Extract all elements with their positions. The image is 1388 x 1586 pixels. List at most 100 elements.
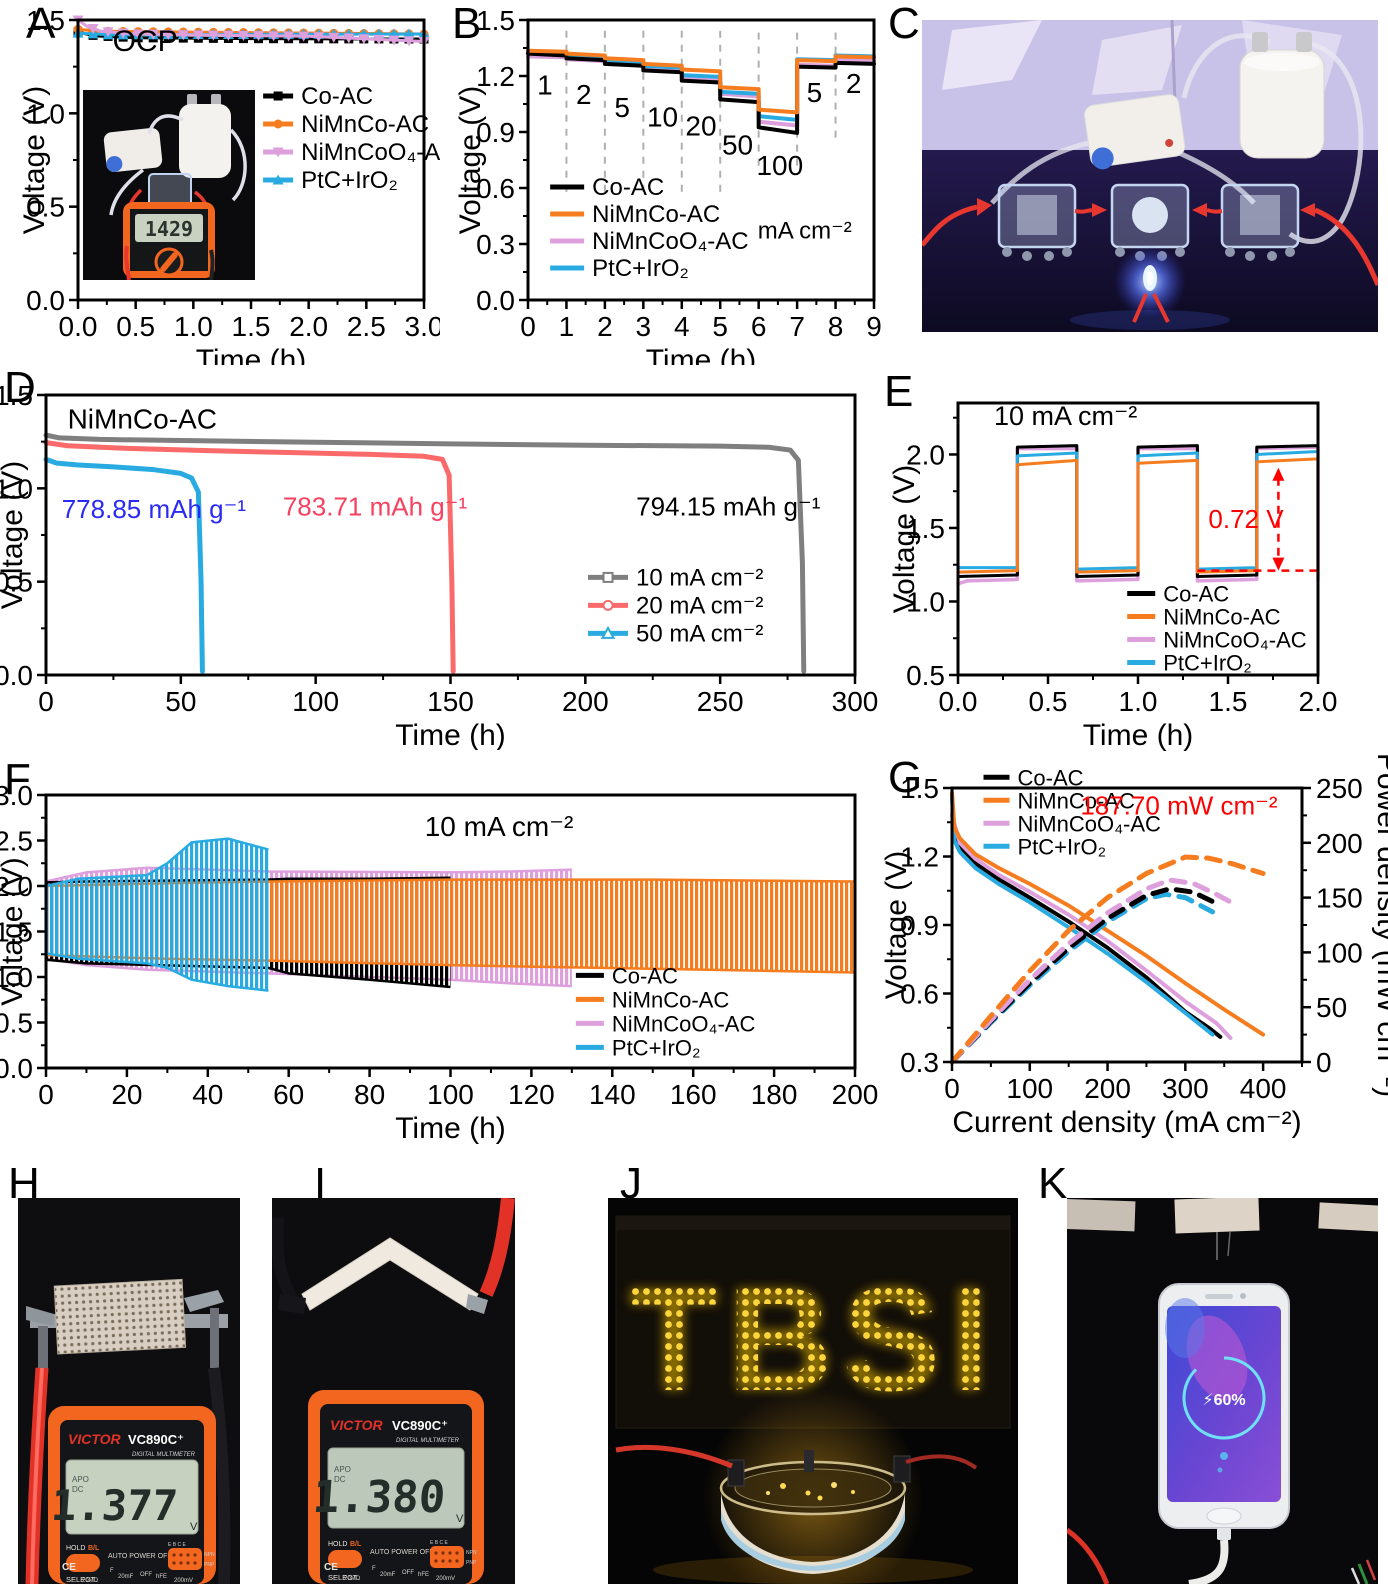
dial-20mf: 20mF xyxy=(380,1572,396,1578)
inset-lcd xyxy=(135,214,203,242)
svg-text:1.0: 1.0 xyxy=(1119,686,1158,717)
svg-text:0.0: 0.0 xyxy=(59,311,98,342)
meter-brand: VICTOR xyxy=(330,1417,384,1433)
svg-text:Voltage (V): Voltage (V) xyxy=(18,86,51,234)
red-probe-icon xyxy=(124,245,131,280)
tube-icon xyxy=(229,128,247,202)
tube-icon xyxy=(109,168,145,216)
pnp-label: PNP xyxy=(466,1560,477,1566)
led-core xyxy=(1147,271,1153,285)
red-wire-icon xyxy=(1314,207,1378,287)
svg-text:7: 7 xyxy=(789,311,805,342)
svg-text:778.85 mAh g⁻¹: 778.85 mAh g⁻¹ xyxy=(62,494,247,524)
npn-label: NPN xyxy=(204,1552,215,1558)
svg-text:Co-AC: Co-AC xyxy=(1163,582,1229,607)
bl-label: B/L xyxy=(350,1541,362,1548)
clip-icon xyxy=(278,1294,306,1314)
lcd-reading: 1.380 xyxy=(311,1472,447,1523)
red-clip-icon xyxy=(1300,203,1315,217)
cell-icon xyxy=(1220,183,1300,261)
lcd xyxy=(327,1447,465,1529)
bent-battery xyxy=(301,1237,479,1311)
cell-icon xyxy=(997,183,1077,261)
svg-text:0.5: 0.5 xyxy=(116,311,155,342)
charge-ring-icon xyxy=(1182,1356,1266,1440)
red-wire-icon xyxy=(905,1454,978,1470)
meter-model: VC890C⁺ xyxy=(392,1418,448,1433)
dial-off: OFF xyxy=(140,1572,152,1578)
red-wire-icon xyxy=(1206,208,1223,214)
svg-text:0.0: 0.0 xyxy=(26,285,65,316)
svg-text:1: 1 xyxy=(537,70,553,101)
lcd-dc: DC xyxy=(72,1485,84,1494)
svg-text:2.0: 2.0 xyxy=(906,439,945,470)
svg-text:0: 0 xyxy=(944,1073,960,1104)
select-label: SELECT xyxy=(328,1573,358,1582)
svg-text:783.71 mAh g⁻¹: 783.71 mAh g⁻¹ xyxy=(283,491,468,521)
red-probe-icon xyxy=(479,1198,515,1297)
chart-rate-steps: 0 1 2 3 4 5 6 7 8 9 0.0 0.3 0.6 0.9 1.2 1.5 Time (h) Volt… xyxy=(440,0,888,365)
transistor-socket xyxy=(430,1546,464,1568)
clip-icon xyxy=(804,1450,814,1472)
svg-text:0: 0 xyxy=(1316,1047,1332,1078)
panel-label-f: F xyxy=(4,755,31,804)
svg-text:10: 10 xyxy=(647,101,678,132)
svg-text:Current density (mA cm⁻²): Current density (mA cm⁻²) xyxy=(952,1106,1301,1139)
usb-cable xyxy=(1188,1539,1229,1584)
red-wire-icon xyxy=(1074,208,1093,214)
tbsi-scene: TBSI TBSI xyxy=(608,1198,1018,1584)
hold-label: HOLD xyxy=(66,1545,85,1552)
meter-kind: DIGITAL MULTIMETER xyxy=(396,1438,460,1444)
svg-text:Voltage (V): Voltage (V) xyxy=(888,465,921,613)
pump-icon xyxy=(103,127,163,173)
tape-band xyxy=(721,1493,905,1574)
svg-text:Time (h): Time (h) xyxy=(395,1112,506,1145)
dial-f: F xyxy=(372,1566,376,1572)
svg-text:300: 300 xyxy=(1162,1073,1209,1104)
flow-cell-photo xyxy=(922,20,1378,332)
svg-text:0.3: 0.3 xyxy=(900,1047,939,1078)
panel-label-a: A xyxy=(26,0,56,48)
svg-text:NiMnCoO₄-AC: NiMnCoO₄-AC xyxy=(1163,628,1307,653)
chart-cycling: 0 20 40 60 80 100 120 140 160 180 200 0.0 0.5 1.0 1.5 2… xyxy=(0,750,880,1160)
svg-text:80: 80 xyxy=(354,1079,385,1110)
red-clip-icon xyxy=(1092,203,1107,217)
svg-text:8: 8 xyxy=(828,311,844,342)
chart-D-svg: 0 50 100 150 200 250 300 0.0 0.5 1.0 1.5 Time (h) Vo… xyxy=(0,380,878,750)
home-button xyxy=(1206,1507,1242,1525)
dial-hfe: hFE xyxy=(156,1574,167,1580)
svg-text:140: 140 xyxy=(589,1079,636,1110)
flow-cell-scene xyxy=(922,20,1378,332)
svg-text:3: 3 xyxy=(636,311,652,342)
svg-text:1.0: 1.0 xyxy=(906,586,945,617)
svg-text:1.2: 1.2 xyxy=(476,61,515,92)
light-patch xyxy=(1092,25,1182,95)
svg-text:0: 0 xyxy=(38,1079,54,1110)
svg-text:NiMnCoO₄-AC: NiMnCoO₄-AC xyxy=(592,228,748,255)
svg-text:Time (h): Time (h) xyxy=(196,344,307,365)
svg-text:0.5: 0.5 xyxy=(1029,686,1068,717)
svg-text:PtC+IrO₂: PtC+IrO₂ xyxy=(301,167,398,194)
svg-text:0.0: 0.0 xyxy=(0,1053,33,1084)
svg-text:100: 100 xyxy=(1316,937,1363,968)
svg-text:PtC+IrO₂: PtC+IrO₂ xyxy=(1163,651,1252,676)
svg-text:250: 250 xyxy=(697,686,744,717)
reflection xyxy=(1070,310,1230,330)
bl-label: B/L xyxy=(88,1545,100,1552)
dial-200mv: 200mV xyxy=(436,1576,455,1582)
svg-text:1.0: 1.0 xyxy=(26,98,65,129)
select-button xyxy=(328,1550,362,1568)
svg-text:0.0: 0.0 xyxy=(939,686,978,717)
droplet-icon xyxy=(1220,1452,1228,1460)
red-wire-icon xyxy=(922,204,978,247)
npn-label: NPN xyxy=(466,1550,477,1556)
svg-text:NiMnCoO₄-AC: NiMnCoO₄-AC xyxy=(612,1011,756,1036)
svg-text:2.5: 2.5 xyxy=(347,311,386,342)
svg-text:200: 200 xyxy=(1084,1073,1131,1104)
transistor-socket xyxy=(168,1548,202,1570)
svg-text:Voltage (V): Voltage (V) xyxy=(0,857,29,1005)
svg-text:3.0: 3.0 xyxy=(405,311,440,342)
